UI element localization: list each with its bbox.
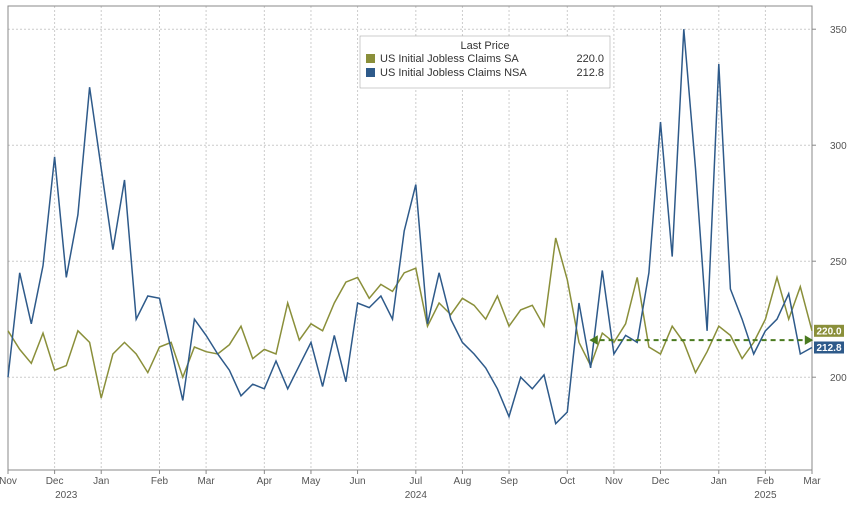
value-tag-label: 212.8 xyxy=(816,343,841,354)
x-tick-label: Jun xyxy=(350,476,366,487)
x-tick-label: Dec xyxy=(652,476,670,487)
x-tick-label: Jul xyxy=(409,476,422,487)
x-tick-label: Aug xyxy=(454,476,472,487)
x-tick-label: Nov xyxy=(0,476,17,487)
x-tick-label: Sep xyxy=(500,476,518,487)
legend-item-value: 220.0 xyxy=(576,53,604,65)
y-tick-label: 300 xyxy=(830,141,847,152)
value-tag-label: 220.0 xyxy=(816,326,841,337)
jobless-claims-chart: 200 250 300 350 220.0 212.8 Nov Dec Jan Feb Mar Apr… xyxy=(0,0,848,505)
legend: Last PriceUS Initial Jobless Claims SA 22… xyxy=(360,36,610,88)
x-tick-label: Feb xyxy=(151,476,169,487)
legend-title: Last Price xyxy=(461,40,510,52)
x-tick-label: Mar xyxy=(803,476,821,487)
y-tick-label: 350 xyxy=(830,25,847,36)
x-tick-label: Dec xyxy=(46,476,64,487)
x-tick-label: Oct xyxy=(560,476,576,487)
x-tick-label: Jan xyxy=(93,476,109,487)
y-tick-label: 200 xyxy=(830,373,847,384)
legend-item-value: 212.8 xyxy=(576,67,604,79)
x-year-label: 2023 xyxy=(55,490,78,501)
legend-swatch xyxy=(366,68,375,77)
x-tick-label: Apr xyxy=(257,476,273,487)
x-tick-label: May xyxy=(302,476,321,487)
x-tick-label: Nov xyxy=(605,476,623,487)
x-tick-label: Jan xyxy=(711,476,727,487)
x-tick-label: Mar xyxy=(197,476,215,487)
legend-swatch xyxy=(366,54,375,63)
x-year-label: 2025 xyxy=(754,490,777,501)
legend-item-label: US Initial Jobless Claims SA xyxy=(380,53,519,65)
x-tick-label: Feb xyxy=(757,476,775,487)
x-year-label: 2024 xyxy=(405,490,428,501)
y-tick-label: 250 xyxy=(830,257,847,268)
legend-item-label: US Initial Jobless Claims NSA xyxy=(380,67,527,79)
